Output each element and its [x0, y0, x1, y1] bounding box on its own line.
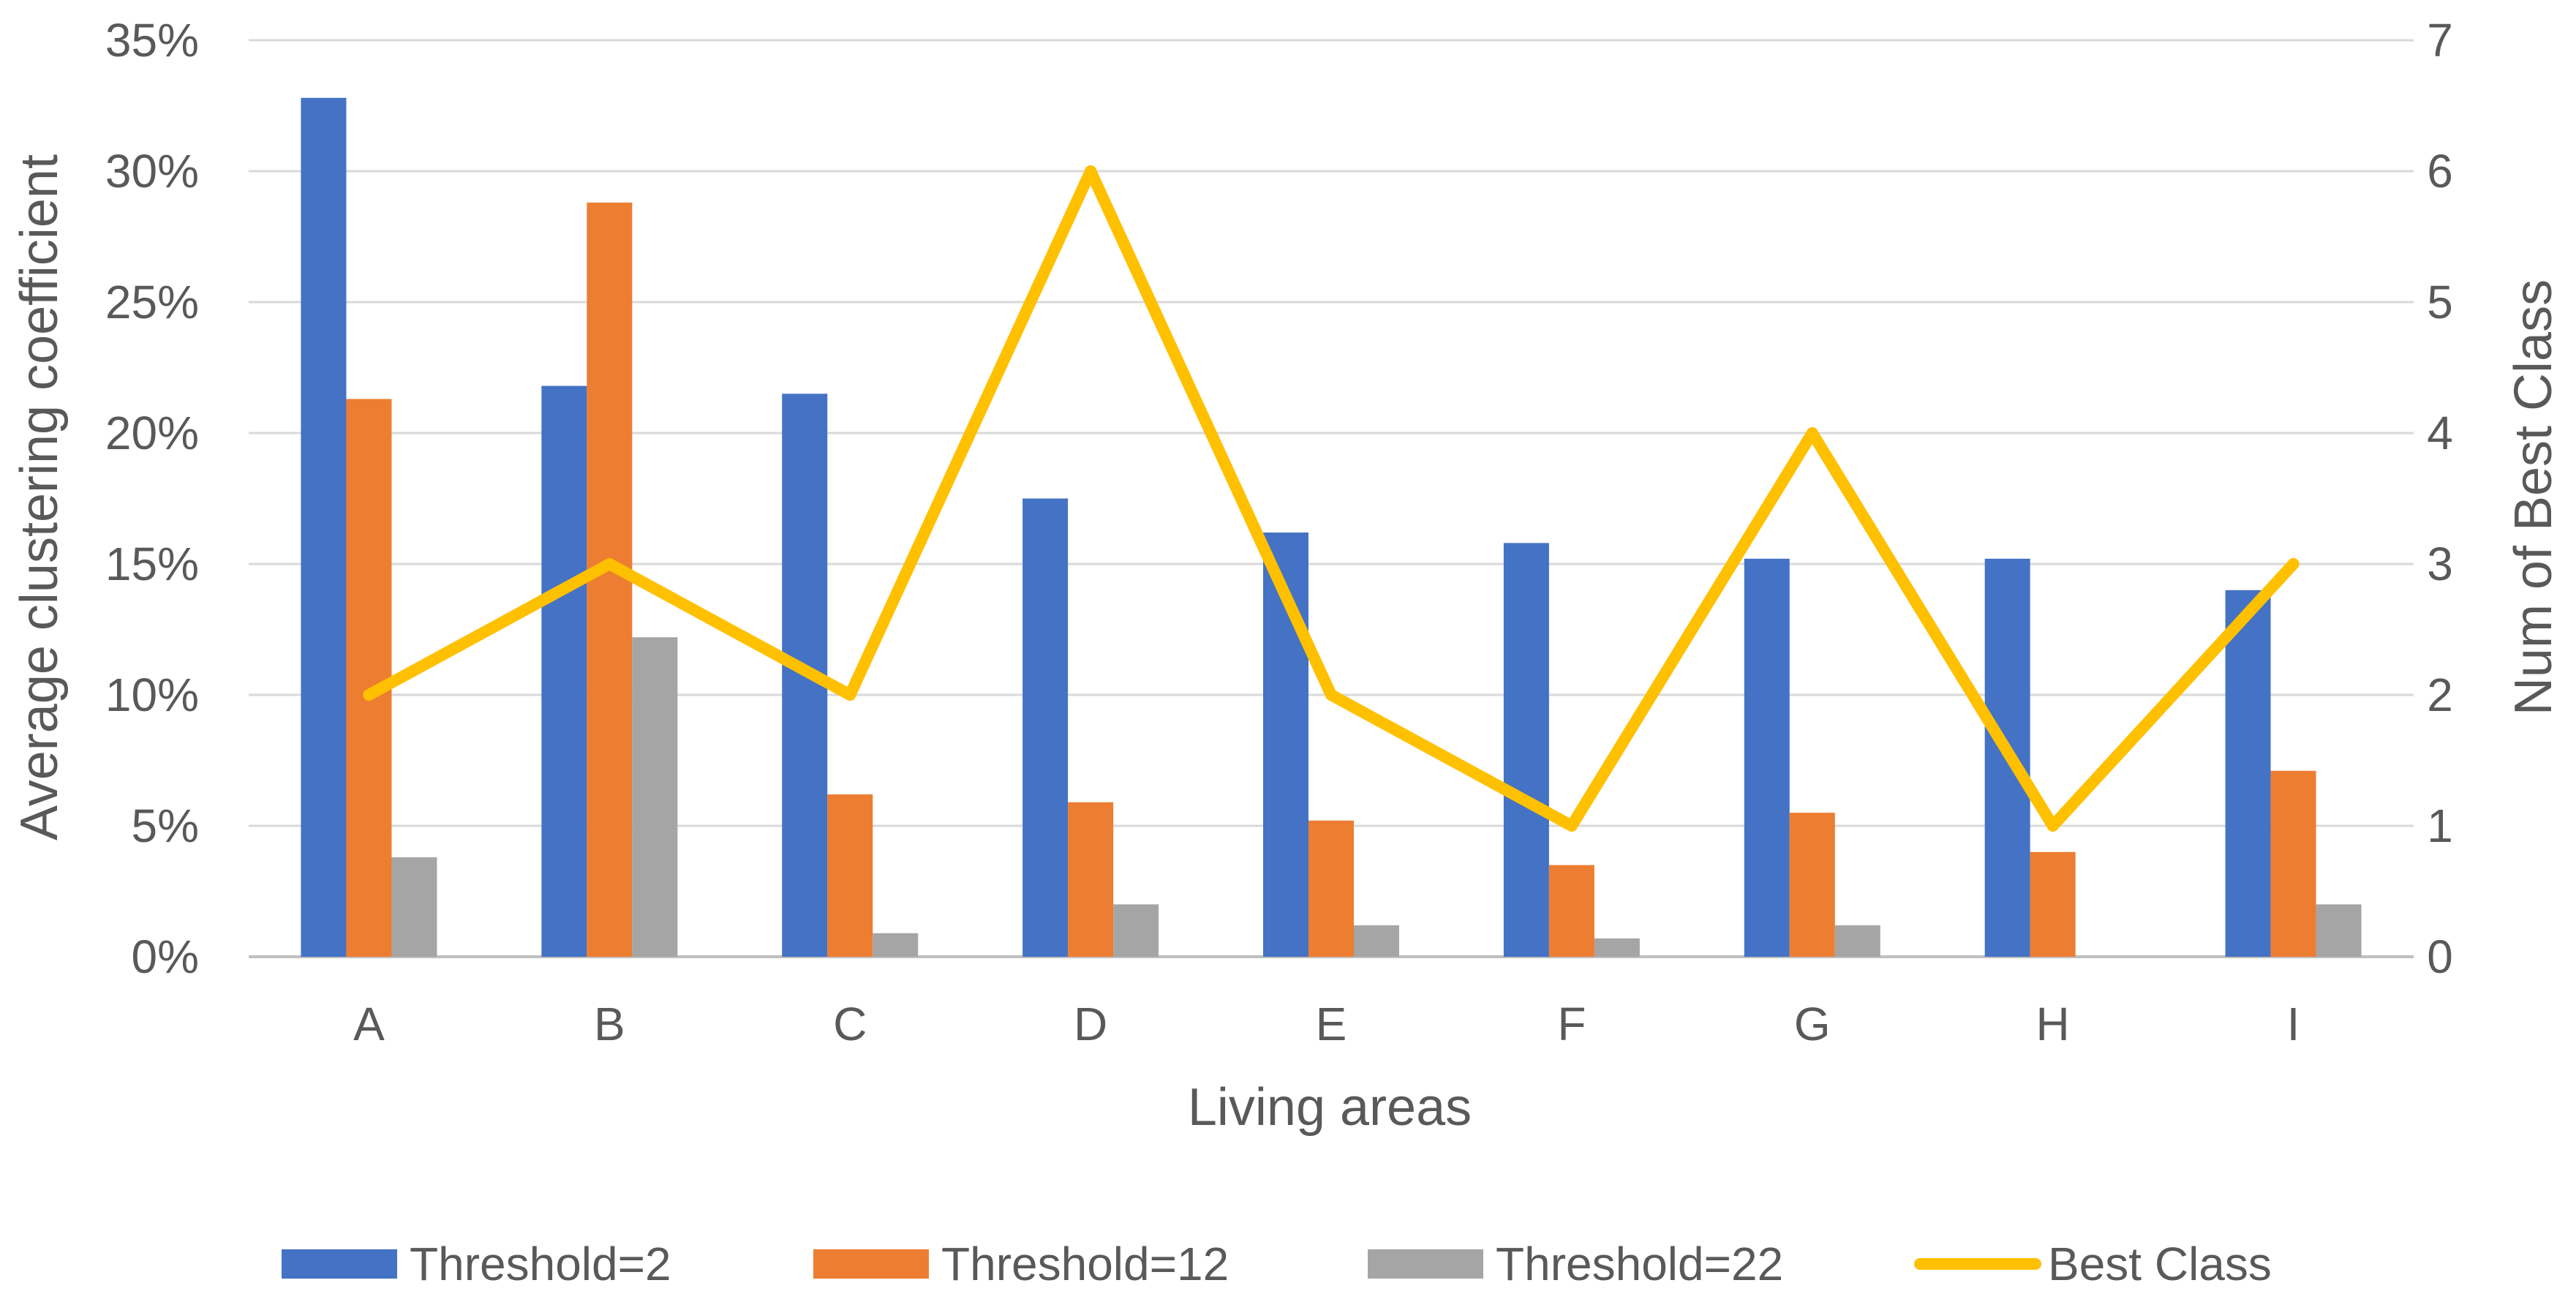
line-point [2046, 820, 2059, 832]
y-tick-label: 0% [132, 930, 200, 983]
bar-series [301, 97, 2362, 957]
bar [2270, 770, 2316, 957]
y2-tick-label: 7 [2427, 14, 2453, 67]
x-tick-label: H [2036, 998, 2070, 1050]
y-tick-label: 15% [105, 538, 199, 590]
bar [873, 933, 919, 957]
y2-tick-label: 5 [2427, 276, 2453, 328]
y2-tick-label: 0 [2427, 930, 2453, 983]
x-axis-title: Living areas [1188, 1078, 1472, 1137]
bar [2225, 590, 2271, 957]
x-tick-label: B [594, 998, 625, 1050]
bar [2030, 851, 2076, 957]
y-tick-label: 30% [105, 145, 199, 197]
line-point [2287, 558, 2300, 570]
bar [632, 637, 678, 957]
y2-tick-label: 1 [2427, 799, 2453, 852]
line-series [363, 165, 2300, 832]
line-point [1325, 689, 1337, 701]
legend: Threshold=2 Threshold=12 Threshold=22 Best … [282, 1238, 2272, 1290]
legend-swatch [282, 1249, 397, 1279]
legend-swatch [813, 1249, 929, 1279]
x-tick-label: E [1316, 998, 1347, 1050]
line-point [1806, 427, 1818, 439]
line-point [363, 689, 375, 701]
y2-tick-label: 6 [2427, 145, 2453, 197]
y2-tick-label: 4 [2427, 407, 2453, 459]
bar [1113, 904, 1159, 957]
bar [1354, 925, 1399, 957]
y-tick-label: 25% [105, 276, 199, 328]
x-axis-ticks: A B C D E F G H I [353, 998, 2300, 1050]
legend-label: Threshold=22 [1496, 1238, 1783, 1290]
x-tick-label: A [353, 998, 385, 1050]
y-tick-label: 35% [105, 14, 199, 67]
right-axis-ticks: 0 1 2 3 4 5 6 7 [2427, 14, 2453, 983]
legend-label: Best Class [2048, 1238, 2272, 1290]
y-tick-label: 5% [132, 799, 200, 852]
y-axis-title: Average clustering coefficient [10, 154, 69, 840]
bar [1548, 865, 1594, 957]
bar-series-2 [346, 202, 2316, 957]
bar [1744, 558, 1790, 957]
line-point [1085, 165, 1097, 177]
bar [1503, 543, 1549, 957]
line-point [1565, 820, 1578, 832]
bar-series-1 [301, 97, 2271, 957]
bar [2316, 904, 2362, 957]
bar [346, 399, 392, 957]
y-tick-label: 10% [105, 669, 199, 721]
line-point [603, 558, 616, 570]
x-tick-label: C [833, 998, 867, 1050]
x-tick-label: I [2287, 998, 2300, 1050]
legend-swatch [1368, 1249, 1483, 1279]
bar [1308, 820, 1354, 957]
bar [541, 385, 587, 957]
x-tick-label: F [1557, 998, 1586, 1050]
bar [1789, 813, 1835, 957]
bar [1068, 802, 1114, 957]
line-point [844, 689, 856, 701]
y2-tick-label: 2 [2427, 669, 2453, 721]
x-tick-label: G [1794, 998, 1831, 1050]
y2-tick-label: 3 [2427, 538, 2453, 590]
bar [301, 97, 347, 957]
bar [1594, 938, 1640, 957]
left-axis-ticks: 0% 5% 10% 15% 20% 25% 30% 35% [105, 14, 199, 983]
legend-label: Threshold=2 [410, 1238, 671, 1290]
bar-series-3 [391, 637, 2362, 957]
y2-axis-title: Num of Best Class [2504, 279, 2563, 715]
bar [391, 857, 437, 957]
bar [1834, 925, 1880, 957]
y-tick-label: 20% [105, 407, 199, 459]
bar [827, 794, 873, 957]
bar [587, 202, 633, 957]
x-tick-label: D [1074, 998, 1107, 1050]
bar [1023, 498, 1069, 957]
legend-label: Threshold=12 [941, 1238, 1229, 1290]
